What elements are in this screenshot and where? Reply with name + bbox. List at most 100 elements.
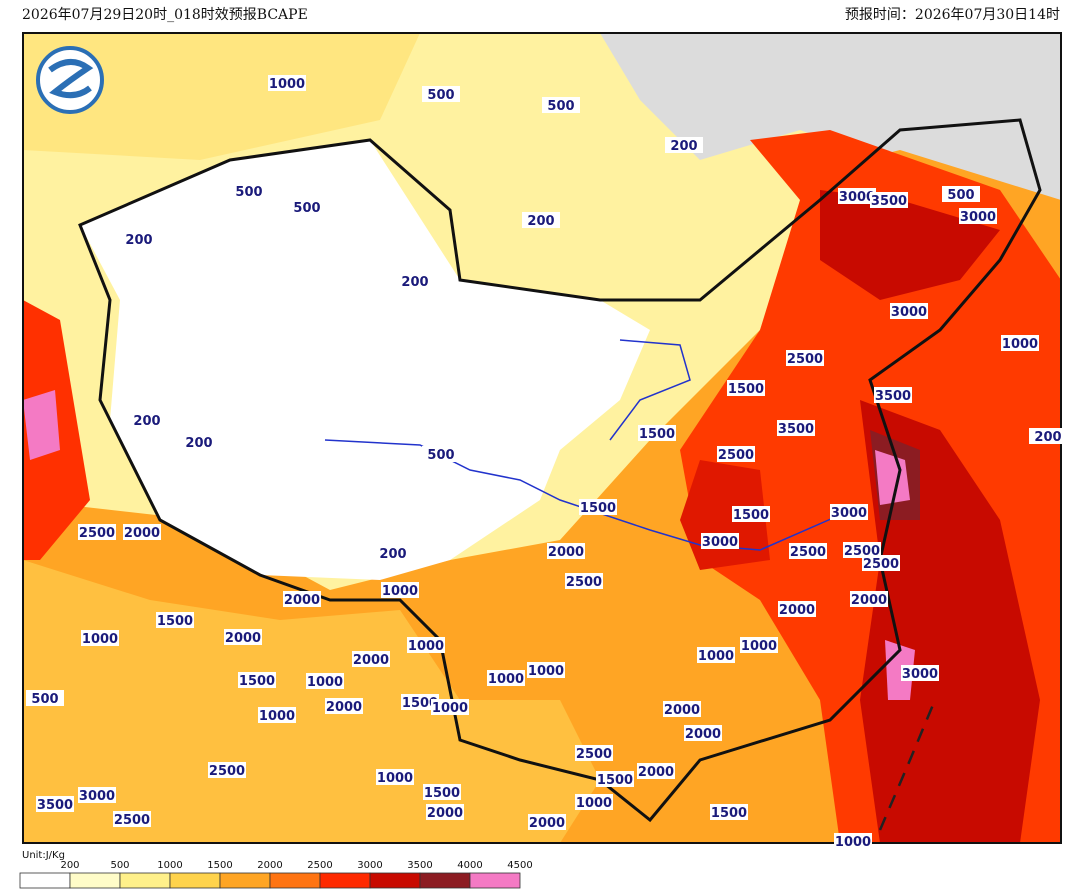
label-box [352,651,390,667]
contour-label: 1000 [382,584,418,599]
contour-label: 3500 [37,798,73,813]
label-box [579,499,617,515]
label-box [638,425,676,441]
contour-label: 1000 [576,796,612,811]
contour-label: 2000 [638,765,674,780]
label-box [684,725,722,741]
contour-label: 1500 [424,786,460,801]
contour-label: 3000 [831,506,867,521]
contour-label: 2000 [326,700,362,715]
label-box [376,769,414,785]
contour-label: 3500 [778,422,814,437]
contour-label: 2000 [664,703,700,718]
label-box [665,137,703,153]
legend-swatch [469,872,521,889]
legend-tick: 3500 [407,860,432,871]
contour-label: 200 [133,414,160,429]
label-box [123,524,161,540]
label-box [637,763,675,779]
label-box [230,183,268,199]
legend-tick: 1000 [157,860,182,871]
label-box [789,543,827,559]
label-box [522,212,560,228]
label-box [422,446,460,462]
legend-tick: 4500 [507,860,532,871]
label-box [786,350,824,366]
legend-swatch [369,872,421,889]
legend-swatch [219,872,271,889]
contour-label: 200 [527,214,554,229]
contour-label: 1500 [597,773,633,788]
contour-label: 3000 [891,305,927,320]
contour-label: 3000 [79,789,115,804]
label-box [78,787,116,803]
label-box [697,647,735,663]
label-box [701,533,739,549]
contour-label: 3000 [702,535,738,550]
label-box [959,208,997,224]
label-box [283,591,321,607]
contour-label: 1000 [488,672,524,687]
contour-label: 200 [185,436,212,451]
legend-swatch [69,872,121,889]
contour-label: 2000 [124,526,160,541]
contour-label: 2000 [529,816,565,831]
contour-label: 1500 [402,696,438,711]
contour-label: 3000 [960,210,996,225]
label-box [306,673,344,689]
legend-tick: 200 [60,860,79,871]
label-box [396,273,434,289]
label-box [78,524,116,540]
label-box [565,573,603,589]
label-box [575,794,613,810]
contour-label: 1500 [639,427,675,442]
contour-label: 1000 [835,835,871,850]
legend-swatch [119,872,171,889]
label-box [528,814,566,830]
contour-label: 2500 [114,813,150,828]
label-box [663,701,701,717]
contour-label: 2000 [779,603,815,618]
label-box [596,771,634,787]
contour-label: 2000 [851,593,887,608]
contour-label: 3500 [875,389,911,404]
label-box [717,446,755,462]
legend-tick: 2000 [257,860,282,871]
label-box [374,545,412,561]
contour-label: 3500 [871,194,907,209]
header-right: 预报时间：2026年07月30日14时 [845,7,1060,23]
label-box [36,796,74,812]
label-box [224,629,262,645]
label-box [401,694,439,710]
legend-swatch [269,872,321,889]
contour-label: 2500 [209,764,245,779]
contour-label: 2500 [863,557,899,572]
contour-label: 200 [125,233,152,248]
label-box [426,804,464,820]
label-box [547,543,585,559]
contour-label: 3000 [902,667,938,682]
legend: 200 500 1000 1500 2000 2500 3000 3500 4000 4500 [19,860,533,889]
contour-label: 1000 [408,639,444,654]
contour-label: 2000 [548,545,584,560]
contour-label: 1500 [711,806,747,821]
contour-label: 200 [401,275,428,290]
legend-tick: 500 [110,860,129,871]
contour-label: 2500 [576,747,612,762]
label-box [1001,335,1039,351]
contour-label: 1000 [259,709,295,724]
label-box [120,231,158,247]
contour-label: 2500 [566,575,602,590]
legend-tick: 1500 [207,860,232,871]
contour-label: 200 [379,547,406,562]
contour-label: 2500 [718,448,754,463]
label-box [890,303,928,319]
legend-swatch [319,872,371,889]
contour-label: 2000 [685,727,721,742]
label-box [180,434,218,450]
contour-label: 1000 [269,77,305,92]
legend-tick: 4000 [457,860,482,871]
legend-swatch [19,872,71,889]
label-box [870,192,908,208]
